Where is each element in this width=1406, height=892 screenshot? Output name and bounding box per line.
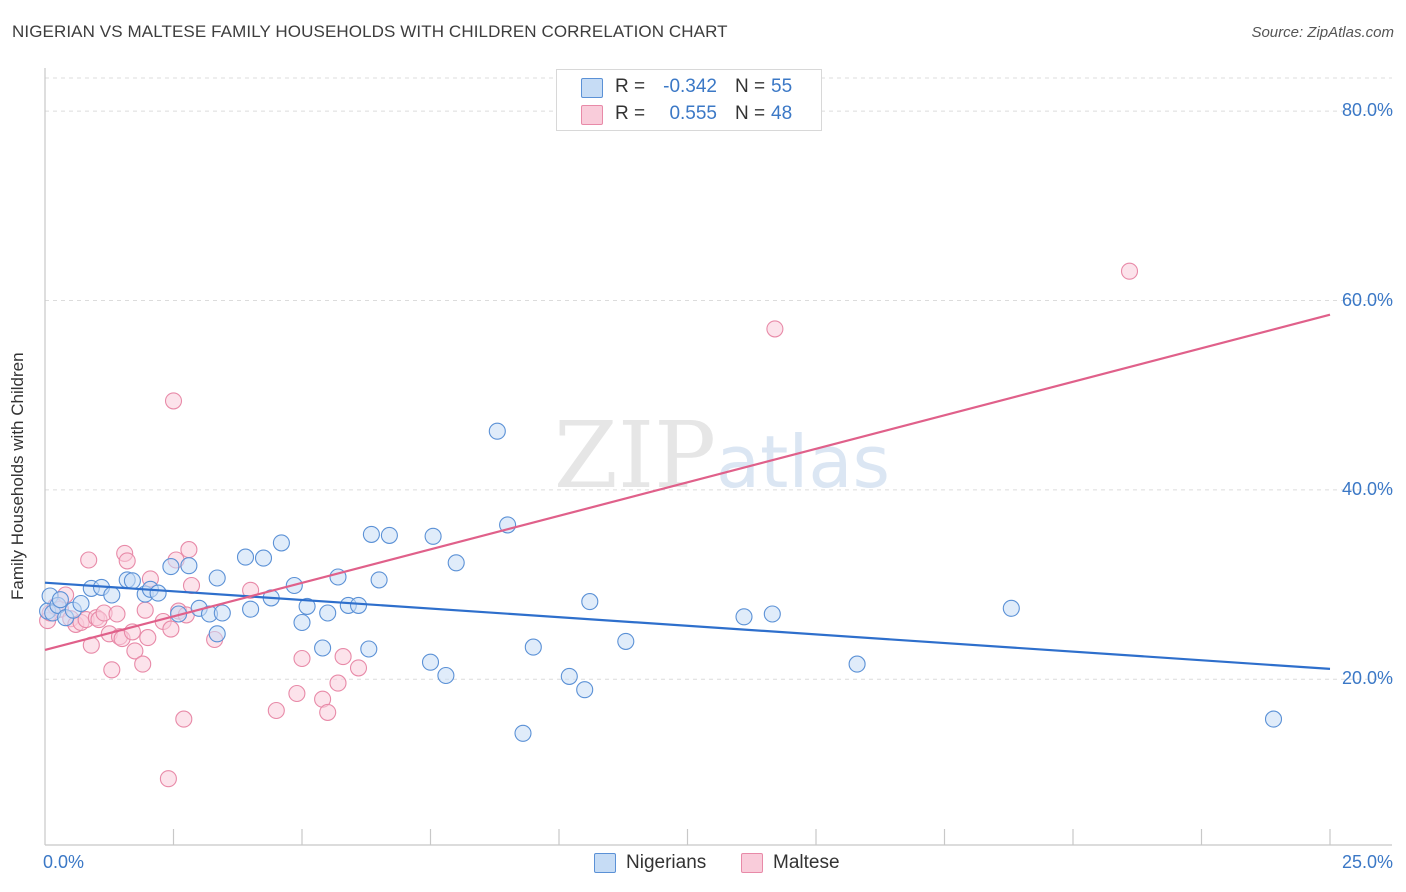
nigerian-point [51, 591, 69, 609]
nigerian-point [424, 527, 442, 545]
nigerian-point [254, 549, 273, 567]
nigerians-trend-line [44, 581, 1331, 670]
nigerian-point [162, 558, 180, 576]
maltese-point [329, 674, 347, 692]
nigerian-point [421, 653, 440, 671]
nigerian-point [848, 655, 866, 673]
n-value: 48 [771, 103, 793, 124]
nigerian-point [349, 596, 368, 614]
nigerian-point [180, 557, 198, 575]
watermark-zip: ZIP [554, 402, 716, 509]
nigerian-point [272, 534, 290, 552]
maltese-point [288, 684, 306, 703]
nigerian-point [362, 525, 380, 543]
x-tick-label: 0.0% [43, 852, 85, 872]
maltese-point [293, 649, 311, 668]
nigerian-point [314, 639, 332, 657]
chart-title: NIGERIAN VS MALTESE FAMILY HOUSEHOLDS WI… [12, 22, 728, 41]
nigerian-point [560, 667, 578, 685]
nigerians-legend-swatch [594, 853, 616, 873]
maltese-point [162, 620, 180, 638]
nigerian-point [213, 604, 231, 622]
x-tick-label: 25.0% [1341, 852, 1393, 872]
nigerian-point [524, 638, 542, 656]
maltese-point [334, 648, 352, 666]
nigerians-legend-label: Nigerians [626, 852, 707, 873]
axis-layer [44, 68, 1392, 846]
nigerian-point [581, 593, 599, 611]
nigerian-point [208, 625, 226, 643]
y-tick-label: 20.0% [1341, 668, 1393, 689]
watermark: ZIP atlas [554, 402, 890, 509]
maltese-point [139, 629, 157, 647]
nigerian-point [1002, 599, 1020, 617]
r-label: R = [615, 103, 646, 124]
nigerian-point [447, 554, 465, 572]
maltese-point [175, 710, 193, 728]
y-axis-label: Family Households with Children [8, 352, 27, 600]
nigerian-point [242, 600, 260, 618]
maltese-point [319, 703, 337, 721]
n-value: 55 [771, 76, 793, 97]
maltese-legend-swatch [741, 853, 763, 873]
maltese-point [766, 320, 784, 338]
watermark-atlas: atlas [716, 420, 890, 504]
nigerian-point [319, 604, 337, 622]
r-value: -0.342 [663, 76, 717, 97]
nigerian-point [123, 572, 141, 590]
r-label: R = [615, 76, 646, 97]
nigerian-point [72, 594, 90, 613]
maltese-point [349, 659, 368, 677]
maltese-legend-label: Maltese [773, 852, 840, 873]
stats-legend: R = -0.342 N = 55 R = 0.555 N = 48 [556, 69, 822, 131]
nigerian-point [735, 608, 753, 626]
nigerian-point [617, 632, 635, 650]
nigerian-point [380, 526, 398, 544]
nigerian-point [360, 640, 378, 658]
nigerian-point [514, 724, 532, 742]
maltese-swatch [581, 105, 603, 125]
points-layer [39, 262, 1283, 788]
nigerian-point [576, 681, 594, 699]
maltese-point [164, 392, 183, 410]
maltese-point [118, 552, 136, 570]
nigerian-point [488, 422, 506, 440]
nigerian-point [293, 613, 311, 632]
nigerian-point [149, 584, 167, 602]
maltese-point [1120, 262, 1139, 280]
nigerian-point [370, 571, 388, 589]
nigerian-point [763, 605, 781, 623]
nigerian-point [103, 586, 121, 604]
r-value: 0.555 [669, 103, 717, 124]
maltese-point [108, 605, 126, 623]
maltese-point [180, 541, 198, 559]
source-credit: Source: ZipAtlas.com [1251, 24, 1394, 41]
maltese-point [80, 551, 98, 569]
nigerian-point [236, 548, 255, 566]
maltese-point [136, 601, 154, 619]
nigerian-point [1264, 710, 1283, 728]
nigerian-point [208, 569, 226, 587]
trend-layer [44, 313, 1331, 670]
maltese-point [126, 642, 144, 660]
nigerians-swatch [581, 78, 603, 98]
y-tick-label: 60.0% [1341, 289, 1393, 310]
maltese-point [159, 770, 177, 788]
nigerian-point [437, 666, 455, 685]
maltese-point [267, 701, 285, 720]
y-tick-label: 40.0% [1341, 478, 1393, 499]
maltese-trend-line [44, 313, 1331, 652]
y-tick-label: 80.0% [1341, 100, 1393, 121]
n-label: N = [735, 103, 766, 124]
n-label: N = [735, 76, 766, 97]
maltese-point [134, 655, 152, 673]
maltese-point [103, 661, 121, 679]
nigerian-point [298, 597, 316, 615]
